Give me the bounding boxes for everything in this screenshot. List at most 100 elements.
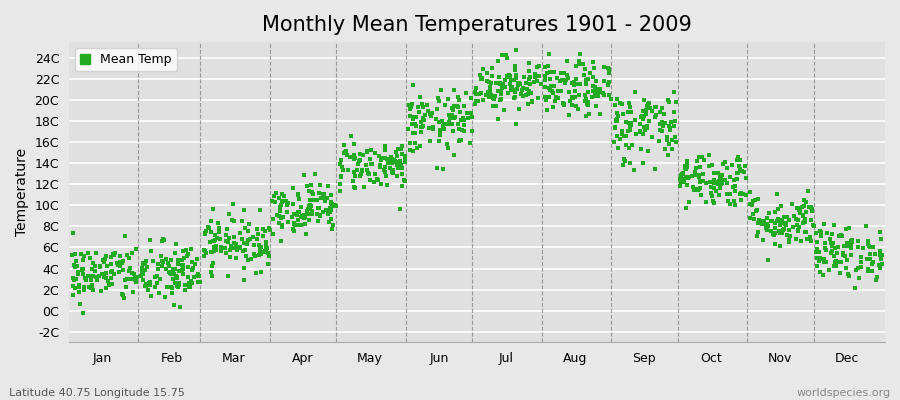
Point (760, 215, 774, 221)
Point (768, 240, 782, 247)
Point (705, 184, 719, 190)
Point (442, 112, 456, 118)
Point (253, 248, 267, 254)
Point (441, 121, 455, 127)
Point (791, 216, 806, 223)
Point (634, 113, 649, 120)
Point (716, 180, 730, 186)
Point (613, 136, 627, 142)
Point (804, 205, 818, 212)
Point (726, 198, 741, 204)
Point (503, 72, 517, 79)
Point (854, 264, 868, 271)
Point (658, 119, 672, 126)
Point (673, 176, 688, 182)
Point (135, 267, 149, 273)
Point (443, 113, 457, 119)
Point (702, 179, 716, 186)
Point (279, 198, 293, 204)
Point (782, 232, 796, 239)
Point (825, 243, 840, 250)
Point (129, 276, 143, 282)
Point (641, 148, 655, 154)
Point (648, 104, 662, 110)
Point (828, 245, 842, 252)
Point (123, 264, 138, 271)
Point (403, 112, 418, 119)
Point (233, 245, 248, 251)
Point (820, 230, 834, 236)
Point (130, 274, 144, 280)
Point (567, 78, 581, 85)
Point (294, 214, 309, 220)
Point (76, 270, 90, 277)
Point (652, 109, 667, 115)
Point (135, 269, 149, 276)
Point (364, 161, 379, 168)
Point (287, 220, 302, 227)
Point (308, 171, 322, 177)
Point (760, 223, 775, 230)
Point (94, 271, 109, 277)
Point (69, 276, 84, 282)
Point (409, 114, 423, 120)
Point (580, 76, 594, 83)
Point (152, 290, 166, 296)
Point (720, 191, 734, 198)
Point (707, 170, 722, 176)
Point (320, 195, 334, 202)
Point (323, 206, 338, 212)
Point (561, 58, 575, 64)
Point (845, 237, 859, 243)
Point (226, 245, 240, 252)
Point (100, 263, 114, 269)
Point (522, 59, 536, 66)
Point (623, 104, 637, 110)
Point (324, 216, 338, 222)
Point (175, 267, 189, 273)
Point (553, 78, 567, 85)
Point (422, 125, 436, 132)
Point (385, 167, 400, 173)
Point (214, 243, 229, 250)
Point (667, 123, 681, 130)
Point (590, 90, 605, 96)
Point (122, 268, 136, 274)
Point (394, 143, 409, 150)
Point (146, 258, 160, 264)
Point (602, 69, 616, 76)
Point (66, 291, 80, 298)
Point (720, 165, 734, 171)
Point (411, 108, 426, 115)
Point (380, 182, 394, 188)
Point (542, 85, 556, 92)
Point (394, 151, 409, 157)
Point (827, 263, 842, 269)
Point (623, 120, 637, 127)
Point (445, 105, 459, 111)
Point (588, 89, 602, 95)
Point (833, 270, 848, 276)
Point (341, 167, 356, 173)
Point (324, 192, 338, 198)
Point (527, 70, 542, 77)
Point (324, 199, 338, 206)
Point (757, 218, 771, 224)
Point (790, 228, 805, 234)
Point (76, 266, 91, 272)
Point (504, 84, 518, 91)
Point (836, 243, 850, 249)
Point (508, 77, 522, 83)
Point (125, 250, 140, 257)
Point (697, 157, 711, 163)
Point (86, 273, 100, 279)
Point (580, 98, 595, 105)
Point (77, 284, 92, 290)
Point (451, 121, 465, 127)
Point (539, 97, 554, 104)
Point (403, 104, 418, 110)
Point (843, 245, 858, 251)
Point (238, 253, 253, 260)
Point (482, 84, 497, 90)
Point (830, 250, 844, 256)
